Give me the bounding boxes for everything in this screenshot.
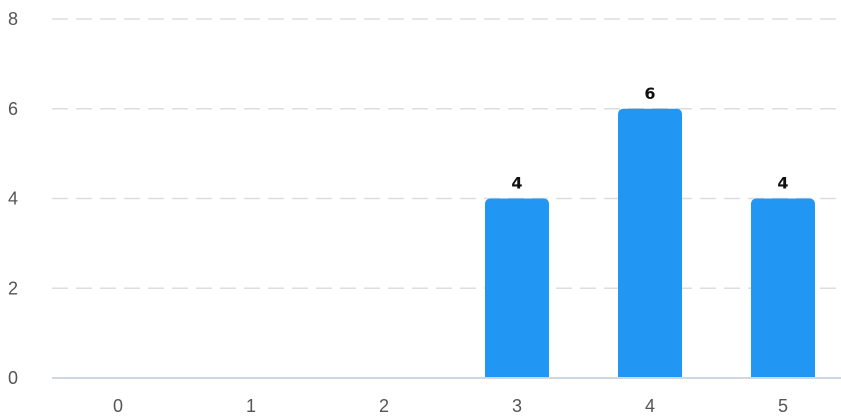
data-label-5: 4 [777, 174, 788, 193]
bar-5 [751, 198, 815, 378]
data-labels: 4 6 4 [511, 84, 788, 193]
y-tick-label: 2 [8, 278, 18, 298]
bars [485, 108, 815, 378]
x-tick-label: 2 [379, 396, 389, 416]
y-tick-label: 0 [8, 368, 18, 388]
bar-3 [485, 198, 549, 378]
y-tick-label: 8 [8, 9, 18, 29]
x-axis-ticks: 0 1 2 3 4 5 [113, 396, 788, 416]
x-tick-label: 1 [246, 396, 256, 416]
y-tick-label: 4 [8, 189, 18, 209]
data-label-4: 6 [644, 84, 655, 103]
x-tick-label: 4 [645, 396, 655, 416]
bar-4 [618, 108, 682, 378]
x-tick-label: 0 [113, 396, 123, 416]
y-axis-ticks: 0 2 4 6 8 [8, 9, 18, 388]
y-tick-label: 6 [8, 99, 18, 119]
data-label-3: 4 [511, 174, 522, 193]
x-tick-label: 5 [778, 396, 788, 416]
x-tick-label: 3 [512, 396, 522, 416]
gridlines [52, 18, 841, 289]
